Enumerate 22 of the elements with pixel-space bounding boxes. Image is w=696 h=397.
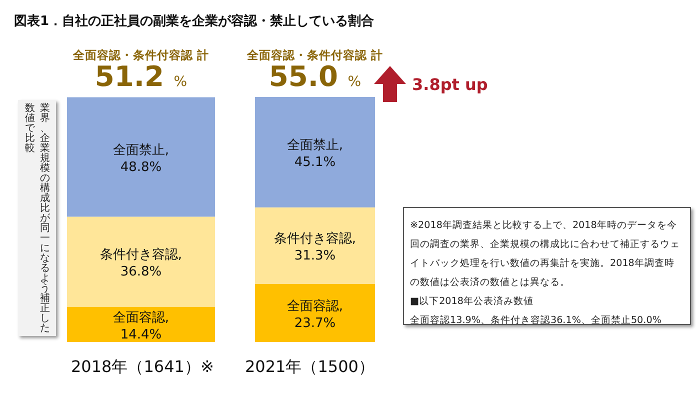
series-label: 全面容認, xyxy=(112,309,170,326)
text: 全面禁止, xyxy=(112,142,170,158)
text: 51.2 % xyxy=(94,60,188,93)
x-tick-label: 2018年（1641）※ xyxy=(71,357,214,376)
series-label: 条件付き容認, xyxy=(274,230,356,247)
title: 図表1．自社の正社員の副業を企業が容認・禁止している割合 xyxy=(14,12,374,30)
data-label: 48.8% xyxy=(120,160,162,175)
text: 3.8pt up xyxy=(412,75,488,94)
note-vertical: 業界、企業規模の構成比が同一になるよう補正した 数値で比較 xyxy=(18,100,56,336)
data-label: 45.1% xyxy=(294,155,336,170)
text: 全面容認・条件付容認 計 xyxy=(72,48,210,63)
text: 全面容認, xyxy=(286,298,344,314)
text: 全面容認・条件付容認 計 xyxy=(246,48,384,63)
x-tick-label: 2021年（1500） xyxy=(245,357,374,376)
note-box: ※2018年調査結果と比較する上で、2018年時のデータを今回の調査の業界、企業規模の構成比に合わせて補正するウェイトバック処理を行い数値の再集計を実施。2018年調査時の数値は公表済の数値とは異なる。 ■以下2018年公表済み数値 全面容認13.9%、条件付き容認36.1%、全面禁止50.0% xyxy=(403,207,691,325)
text: 条件付き容認, xyxy=(100,248,182,263)
text: 55.0 % xyxy=(268,60,362,93)
data-label: 31.3% xyxy=(294,248,336,264)
data-label: 23.7% xyxy=(294,316,336,331)
series-label: 全面禁止, xyxy=(286,138,344,154)
data-label: 36.8% xyxy=(120,264,162,280)
data-label: 14.4% xyxy=(120,327,162,342)
